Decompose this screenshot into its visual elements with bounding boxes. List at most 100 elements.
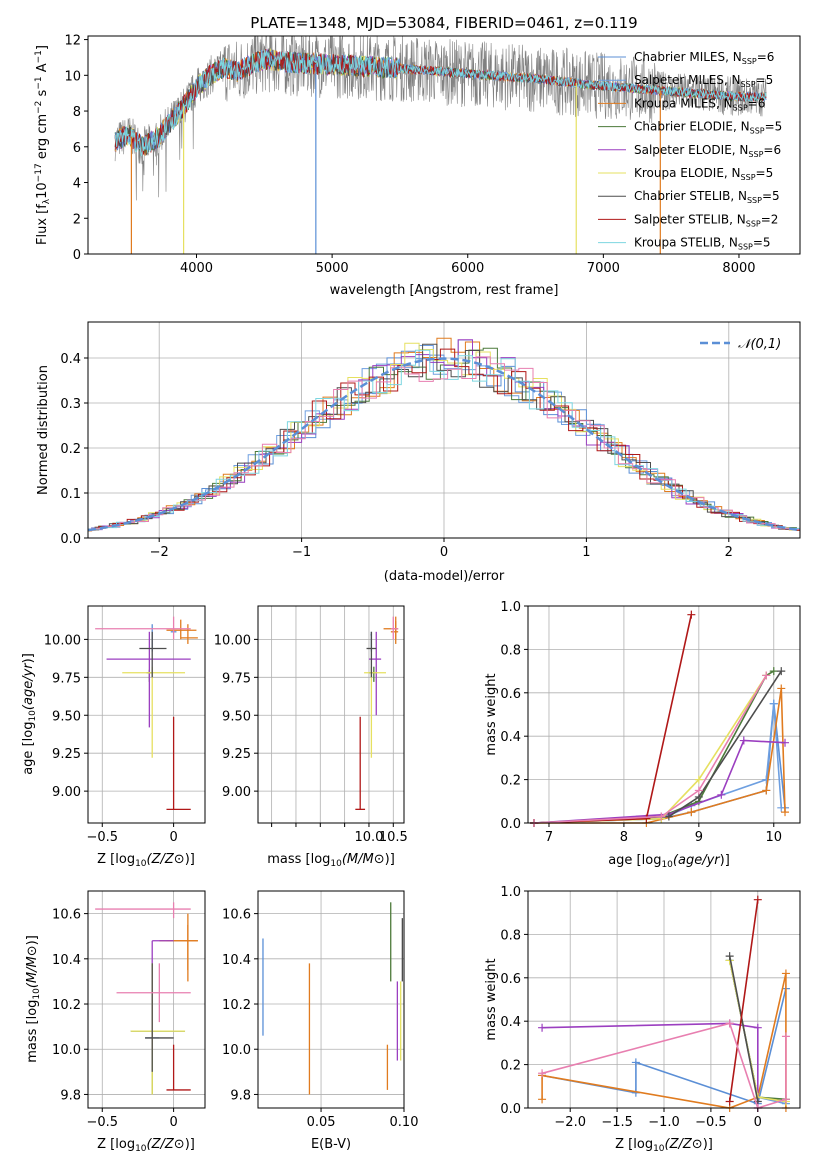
mw-frame	[527, 605, 801, 824]
err-y-tick-label: 10.2	[222, 998, 251, 1013]
err-frame	[257, 890, 405, 1109]
legend-label-0: Chabrier MILES, NSSP=6	[634, 50, 774, 66]
figure-title: PLATE=1348, MJD=53084, FIBERID=0461, z=0…	[250, 14, 637, 32]
hist-x-tick-label: 2	[725, 545, 733, 560]
spectrum-x-tick-label: 6000	[451, 261, 484, 276]
err-y-tick-label: 9.25	[222, 747, 251, 762]
err-y-tick-label: 9.00	[222, 785, 251, 800]
agemass-xlabel: mass [log10(M/M⊙)]	[267, 852, 395, 869]
mass-weight-point	[781, 808, 790, 817]
mwz-xlabel: Z [log10(Z/Z⊙)]	[615, 1137, 713, 1154]
err-x-tick-label: 0.05	[307, 1115, 336, 1130]
normal-distribution-curve	[87, 357, 801, 532]
mass-weight-point	[762, 786, 771, 795]
mass-weight-series-7	[533, 614, 693, 824]
spectrum-x-tick-label: 7000	[587, 261, 620, 276]
massz-xlabel: Z [log10(Z/Z⊙)]	[97, 1137, 195, 1154]
mw-y-tick-label: 0.4	[500, 1015, 521, 1030]
mass-weight-point	[725, 952, 734, 961]
mass-vs-E-B-V--panel	[258, 891, 405, 1108]
mass-weight-point	[739, 736, 748, 745]
mass-weight-point	[717, 790, 726, 799]
legend-label-6: Chabrier STELIB, NSSP=5	[634, 189, 780, 205]
err-y-tick-label: 10.0	[222, 1043, 251, 1058]
legend-label-5: Kroupa ELODIE, NSSP=5	[634, 166, 773, 182]
err-x-tick-label: −0.5	[86, 830, 118, 845]
err-y-tick-label: 9.75	[222, 671, 251, 686]
mw-y-tick-label: 0.6	[500, 972, 521, 987]
err-x-tick-label: 0	[169, 830, 177, 845]
err-y-tick-label: 10.4	[52, 953, 81, 968]
mass-weight-point	[538, 1095, 547, 1104]
mw-y-tick-label: 0.4	[500, 730, 521, 745]
hist-x-tick-label: 1	[582, 545, 590, 560]
err-y-tick-label: 9.8	[230, 1088, 251, 1103]
err-y-tick-label: 10.6	[52, 908, 81, 923]
mass-weight-point	[657, 812, 666, 821]
err-y-tick-label: 9.8	[60, 1088, 81, 1103]
err-y-tick-label: 10.0	[52, 1043, 81, 1058]
spectrum-y-tick-label: 6	[73, 141, 81, 156]
mass-weight-vs-Z-panel	[528, 890, 800, 1112]
mass-weight-series-4	[542, 1022, 759, 1108]
mw-y-tick-label: 0.0	[500, 817, 521, 832]
mass-weight-point	[781, 738, 790, 747]
err-y-tick-label: 10.00	[214, 633, 251, 648]
mass-weight-series-8	[533, 674, 767, 824]
mass-weight-point	[753, 895, 762, 904]
mw-x-tick-label: 10	[766, 830, 783, 845]
mw-x-tick-label: 9	[695, 830, 703, 845]
mass-weight-point	[642, 814, 651, 823]
mw-x-tick-label: 8	[620, 830, 628, 845]
hist-x-tick-label: −1	[292, 545, 311, 560]
mass-weight-point	[762, 671, 771, 680]
err-y-tick-label: 10.6	[222, 908, 251, 923]
mass-weight-point	[664, 812, 673, 821]
mw-x-tick-label: 7	[545, 830, 553, 845]
mass-weight-point	[725, 1097, 734, 1106]
mass-weight-point	[538, 1023, 547, 1032]
mw-x-tick-label: −0.5	[695, 1115, 727, 1130]
spectrum-y-tick-label: 4	[73, 177, 81, 192]
mw-y-tick-label: 0.8	[500, 928, 521, 943]
hist-y-tick-label: 0.2	[60, 442, 81, 457]
mass-weight-series-3	[533, 670, 775, 824]
hist-x-tick-label: −2	[150, 545, 169, 560]
spectrum-y-tick-label: 0	[73, 248, 81, 263]
mass-weight-point	[687, 610, 696, 619]
observed-spectrum-line	[114, 36, 767, 201]
mw-x-tick-label: −1.0	[648, 1115, 680, 1130]
err-y-tick-label: 9.50	[52, 709, 81, 724]
err-y-tick-label: 9.75	[52, 671, 81, 686]
err-x-tick-label: 0.10	[390, 1115, 419, 1130]
histogram-panel	[87, 322, 801, 539]
hist-legend-label: 𝒩(0,1)	[738, 337, 781, 352]
spectrum-frame	[87, 35, 801, 255]
err-x-tick-label: 10.0	[354, 830, 383, 845]
mass-weight-point	[777, 803, 786, 812]
err-frame	[87, 605, 206, 824]
age-vs-mass-panel	[258, 606, 404, 823]
mass-weight-point	[631, 1058, 640, 1067]
err-y-tick-label: 10.4	[222, 953, 251, 968]
agez-xlabel: Z [log10(Z/Z⊙)]	[97, 852, 195, 869]
err-x-tick-label: 10.5	[379, 830, 408, 845]
residual-histogram-8	[88, 349, 800, 532]
mw-ylabel: mass weight	[484, 958, 499, 1040]
mw-y-tick-label: 0.2	[500, 1059, 521, 1074]
mass-weight-series-4	[533, 739, 786, 824]
model-spectrum-8	[114, 49, 767, 157]
spectrum-panel	[114, 36, 767, 254]
mw-ylabel: mass weight	[484, 673, 499, 755]
legend-label-2: Kroupa MILES, NSSP=6	[634, 96, 765, 112]
mw-y-tick-label: 0.2	[500, 774, 521, 789]
mw-x-tick-label: 0	[754, 1115, 762, 1130]
spectrum-y-tick-label: 2	[73, 212, 81, 227]
age-vs-Z-panel	[88, 606, 205, 823]
mw-y-tick-label: 1.0	[500, 600, 521, 615]
mwage-xlabel: age [log10(age/yr)]	[608, 853, 730, 870]
mass-weight-vs-age-panel	[528, 605, 800, 827]
spectrum-x-tick-label: 8000	[722, 261, 755, 276]
err-frame	[257, 605, 405, 824]
